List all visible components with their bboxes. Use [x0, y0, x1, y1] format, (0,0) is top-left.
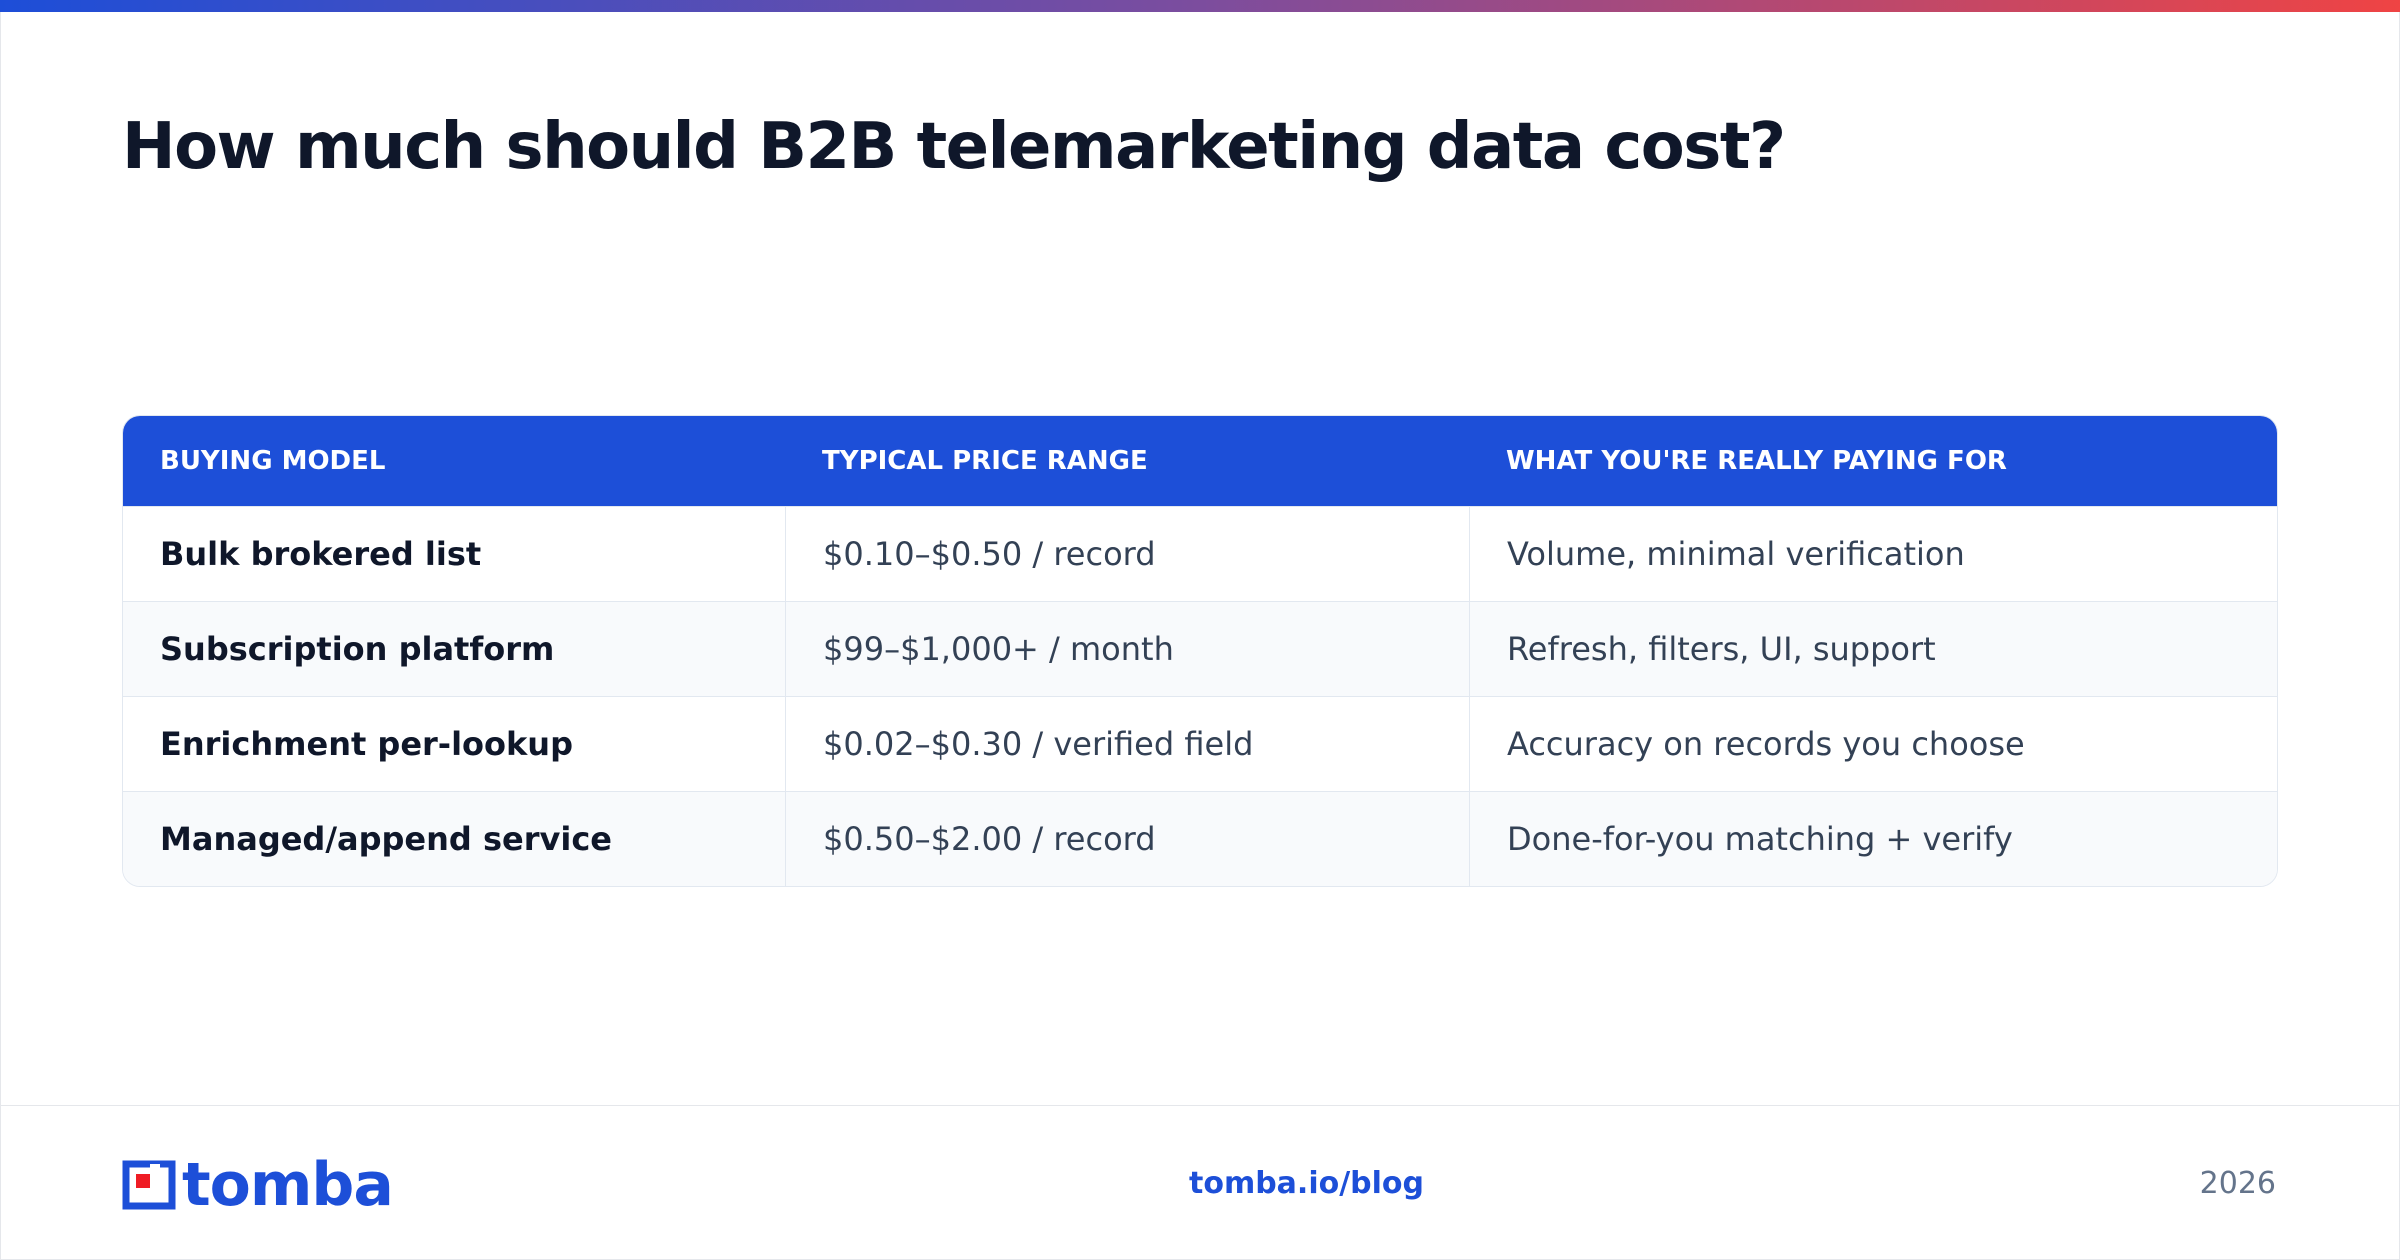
blog-url: tomba.io/blog	[1189, 1166, 1425, 1201]
table-row: Subscription platform $99–$1,000+ / month…	[123, 601, 2277, 696]
top-gradient-bar	[0, 0, 2400, 12]
header-cell: WHAT YOU'RE REALLY PAYING FOR	[1506, 446, 2007, 476]
table-cell: Subscription platform	[160, 630, 555, 668]
table-cell: Done-for-you matching + verify	[1469, 792, 2277, 886]
year: 2026	[2199, 1166, 2276, 1201]
table-cell: Managed/append service	[160, 820, 612, 858]
table-cell: Enrichment per-lookup	[160, 725, 573, 763]
pricing-table: BUYING MODEL TYPICAL PRICE RANGE WHAT YOU'…	[122, 415, 2278, 887]
logo-icon	[122, 1160, 176, 1210]
table-cell: Volume, minimal verification	[1469, 507, 2277, 601]
footer-divider	[0, 1105, 2400, 1106]
table-row: Managed/append service $0.50–$2.00 / reco…	[123, 791, 2277, 886]
table-cell: $0.10–$0.50 / record	[785, 507, 1469, 601]
table-cell: $0.50–$2.00 / record	[785, 792, 1469, 886]
table-cell: Bulk brokered list	[160, 535, 482, 573]
table-header: BUYING MODEL TYPICAL PRICE RANGE WHAT YOU'…	[123, 416, 2277, 506]
logo: tomba	[122, 1150, 394, 1220]
header-cell: TYPICAL PRICE RANGE	[822, 446, 1148, 476]
table-cell: $0.02–$0.30 / verified field	[785, 697, 1469, 791]
table-row: Bulk brokered list $0.10–$0.50 / record Vo…	[123, 506, 2277, 601]
header-cell: BUYING MODEL	[160, 446, 386, 476]
table-cell: Accuracy on records you choose	[1469, 697, 2277, 791]
table-cell: Refresh, filters, UI, support	[1469, 602, 2277, 696]
table-cell: $99–$1,000+ / month	[785, 602, 1469, 696]
logo-text: tomba	[182, 1150, 394, 1220]
table-row: Enrichment per-lookup $0.02–$0.30 / verif…	[123, 696, 2277, 791]
page-title: How much should B2B telemarketing data c…	[122, 110, 1786, 184]
